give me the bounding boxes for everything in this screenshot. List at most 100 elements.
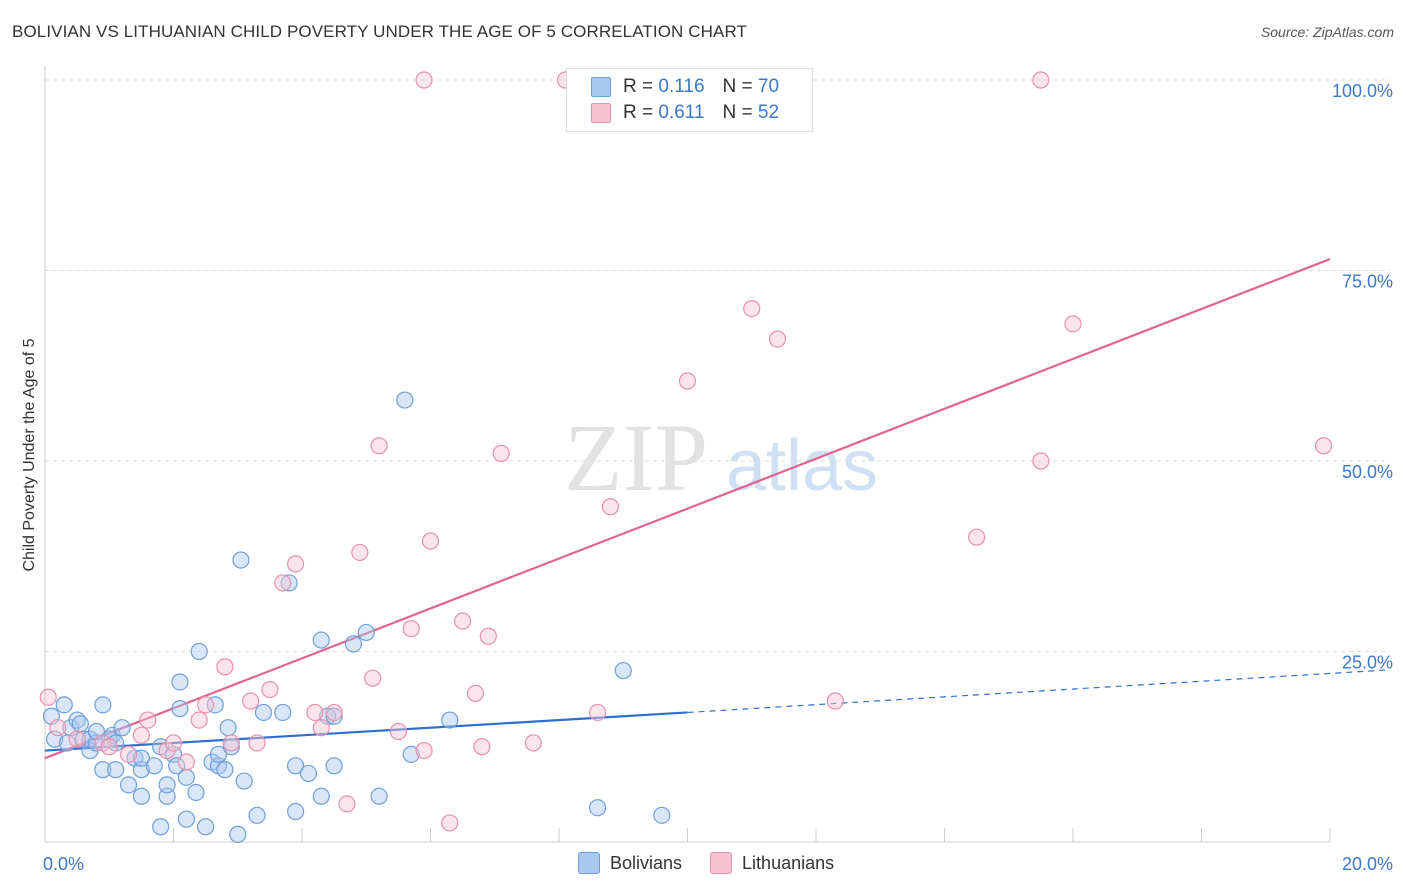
bolivians-point: [325, 707, 343, 725]
bolivians-point: [187, 783, 205, 802]
bolivians-point: [158, 776, 176, 794]
lithuanians-point: [524, 734, 542, 752]
lithuanians-point: [351, 543, 369, 562]
lithuanians-point: [190, 711, 208, 729]
bolivians-point: [653, 806, 671, 824]
stats-row-bolivians: R = 0.116 N = 70: [591, 75, 779, 99]
lithuanians-point: [743, 300, 761, 318]
y-tick-label: 100.0%: [1332, 81, 1393, 101]
bolivians-legend-swatch: [578, 852, 600, 874]
bolivians-point: [286, 802, 305, 821]
legend-item-bolivians[interactable]: Bolivians: [578, 852, 682, 874]
bolivians-point: [402, 745, 420, 763]
lithuanians-point: [389, 722, 407, 741]
lithuanians-point: [177, 753, 195, 771]
lithuanians-point: [402, 620, 420, 638]
bolivians-point: [235, 772, 253, 790]
bolivians-point: [357, 623, 375, 642]
lithuanians-point: [826, 692, 844, 710]
bolivians-point: [614, 661, 632, 680]
lithuanians-point: [492, 444, 510, 462]
lithuanians-point: [338, 795, 356, 813]
lithuanians-point: [242, 692, 260, 710]
lithuanians-point: [601, 498, 620, 516]
grid-layer: [45, 79, 1390, 652]
r-value: 0.611: [658, 102, 705, 123]
n-value: 52: [757, 102, 780, 123]
bolivians-point: [168, 757, 186, 775]
lithuanians-point: [132, 726, 150, 744]
bolivians-point: [177, 768, 195, 786]
r-value: 0.116: [658, 76, 705, 97]
lithuanians-point: [222, 734, 240, 752]
lithuanians-point: [248, 734, 266, 752]
bolivians-point: [344, 635, 362, 653]
y-tick-label: 50.0%: [1342, 462, 1393, 482]
legend-item-lithuanians[interactable]: Lithuanians: [710, 852, 834, 874]
lithuanians-point: [479, 627, 497, 645]
bolivians-swatch: [591, 77, 611, 97]
lithuanians-point: [441, 814, 459, 832]
bolivians-trend-extension: [687, 669, 1391, 714]
bolivians-point: [177, 810, 195, 828]
lithuanians-point: [968, 528, 986, 546]
lithuanians-point: [1314, 437, 1333, 455]
series-legend: Bolivians Lithuanians: [578, 852, 862, 874]
x-tick-label: 0.0%: [43, 854, 84, 874]
lithuanians-point: [454, 612, 472, 630]
lithuanians-point: [588, 703, 607, 722]
lithuanians-point: [286, 555, 305, 573]
lithuanians-point: [139, 711, 157, 729]
lithuanians-point: [1064, 315, 1082, 333]
lithuanians-trend-line: [44, 258, 1331, 760]
chart-title: BOLIVIAN VS LITHUANIAN CHILD POVERTY UND…: [12, 22, 747, 41]
legend-label: Lithuanians: [742, 852, 835, 873]
bolivians-point: [312, 631, 330, 649]
bolivians-point: [209, 745, 228, 763]
bolivians-point: [145, 757, 163, 775]
n-value: 70: [757, 76, 780, 97]
bolivians-point: [171, 673, 189, 691]
n-label: N =: [722, 76, 753, 97]
x-tick-label: 20.0%: [1342, 854, 1393, 874]
lithuanians-point: [68, 730, 86, 748]
bolivians-point: [441, 711, 459, 729]
bolivians-point: [229, 825, 247, 843]
lithuanians-point: [466, 684, 485, 703]
bolivians-point: [119, 776, 138, 794]
lithuanians-point: [473, 738, 491, 756]
lithuanians-point: [197, 696, 215, 714]
lithuanians-point: [216, 658, 234, 676]
lithuanians-point: [1032, 452, 1050, 470]
source-label: Source: ZipAtlas.com: [1260, 24, 1394, 40]
y-tick-label: 25.0%: [1342, 653, 1393, 673]
bolivians-point: [197, 818, 215, 836]
lithuanians-point: [370, 437, 388, 455]
bolivians-point: [171, 700, 189, 718]
bolivians-trend-line: [44, 711, 688, 752]
axis-layer: [44, 66, 1331, 843]
lithuanians-point: [312, 719, 330, 737]
r-label: R =: [623, 76, 654, 97]
bolivians-point: [222, 738, 240, 756]
bolivians-point: [370, 787, 388, 805]
bolivians-point: [55, 696, 73, 714]
lithuanians-point: [415, 741, 433, 760]
legend-label: Bolivians: [610, 852, 683, 873]
lithuanians-point: [49, 719, 67, 737]
lithuanians-point: [274, 574, 292, 592]
bolivians-point: [312, 787, 330, 805]
bolivians-point: [280, 574, 298, 592]
bolivians-point: [216, 761, 234, 779]
bolivians-point: [152, 818, 170, 836]
points-layer: [39, 71, 1333, 843]
watermark-atlas: atlas: [726, 426, 878, 506]
lithuanians-point: [421, 532, 440, 550]
bolivians-point: [71, 715, 89, 733]
bolivians-point: [190, 642, 208, 661]
bolivians-point: [248, 806, 266, 824]
lithuanians-point: [306, 703, 324, 722]
bolivians-point: [219, 719, 237, 737]
lithuanians-legend-swatch: [710, 852, 733, 874]
